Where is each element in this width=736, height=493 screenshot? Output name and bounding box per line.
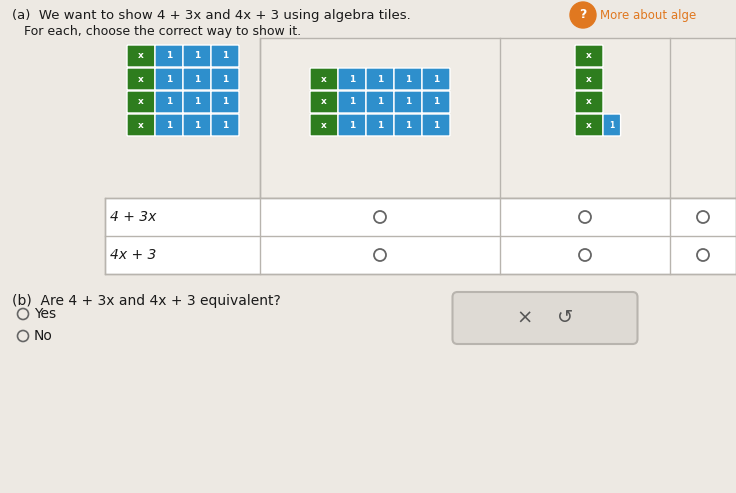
FancyBboxPatch shape — [575, 45, 603, 67]
Text: 1: 1 — [433, 98, 439, 106]
Text: 4 + 3x: 4 + 3x — [110, 210, 156, 224]
FancyBboxPatch shape — [422, 114, 450, 136]
FancyBboxPatch shape — [155, 114, 183, 136]
Text: 1: 1 — [377, 98, 383, 106]
Text: ↺: ↺ — [557, 309, 573, 327]
Text: 1: 1 — [349, 120, 355, 130]
Text: x: x — [586, 120, 592, 130]
FancyBboxPatch shape — [183, 68, 211, 90]
FancyBboxPatch shape — [127, 114, 155, 136]
FancyBboxPatch shape — [310, 91, 338, 113]
FancyBboxPatch shape — [422, 68, 450, 90]
Text: 1: 1 — [166, 98, 172, 106]
FancyBboxPatch shape — [127, 91, 155, 113]
FancyBboxPatch shape — [211, 114, 239, 136]
Text: (a)  We want to show 4 + 3x and 4x + 3 using algebra tiles.: (a) We want to show 4 + 3x and 4x + 3 us… — [12, 9, 411, 22]
Text: 1: 1 — [222, 74, 228, 83]
Text: 1: 1 — [349, 98, 355, 106]
Text: More about alge: More about alge — [600, 8, 696, 22]
FancyBboxPatch shape — [394, 114, 422, 136]
FancyBboxPatch shape — [338, 68, 366, 90]
FancyBboxPatch shape — [366, 68, 394, 90]
FancyBboxPatch shape — [183, 114, 211, 136]
FancyBboxPatch shape — [310, 68, 338, 90]
FancyBboxPatch shape — [394, 68, 422, 90]
FancyBboxPatch shape — [453, 292, 637, 344]
FancyBboxPatch shape — [338, 114, 366, 136]
Bar — [105, 198, 736, 274]
Text: x: x — [321, 120, 327, 130]
FancyBboxPatch shape — [183, 45, 211, 67]
Text: ?: ? — [579, 8, 587, 22]
FancyBboxPatch shape — [366, 114, 394, 136]
Text: For each, choose the correct way to show it.: For each, choose the correct way to show… — [24, 25, 301, 38]
FancyBboxPatch shape — [366, 91, 394, 113]
Text: x: x — [138, 120, 144, 130]
FancyBboxPatch shape — [155, 91, 183, 113]
FancyBboxPatch shape — [394, 91, 422, 113]
FancyBboxPatch shape — [575, 114, 603, 136]
Text: 1: 1 — [405, 120, 411, 130]
FancyBboxPatch shape — [575, 68, 603, 90]
Text: 1: 1 — [222, 120, 228, 130]
Text: 1: 1 — [194, 74, 200, 83]
Text: 1: 1 — [377, 74, 383, 83]
Text: 1: 1 — [166, 51, 172, 61]
FancyBboxPatch shape — [211, 45, 239, 67]
Text: x: x — [138, 98, 144, 106]
Text: 1: 1 — [222, 98, 228, 106]
Text: 1: 1 — [405, 74, 411, 83]
Text: 1: 1 — [349, 74, 355, 83]
Text: 1: 1 — [222, 51, 228, 61]
Text: 1: 1 — [609, 120, 615, 130]
Text: 1: 1 — [194, 120, 200, 130]
Text: x: x — [321, 98, 327, 106]
FancyBboxPatch shape — [422, 91, 450, 113]
Text: (b)  Are 4 + 3x and 4x + 3 equivalent?: (b) Are 4 + 3x and 4x + 3 equivalent? — [12, 294, 280, 308]
Text: 1: 1 — [194, 98, 200, 106]
FancyBboxPatch shape — [127, 45, 155, 67]
Text: x: x — [138, 51, 144, 61]
Text: 1: 1 — [433, 74, 439, 83]
Text: 1: 1 — [377, 120, 383, 130]
Text: 1: 1 — [405, 98, 411, 106]
Text: ×: × — [517, 309, 533, 327]
Text: 4x + 3: 4x + 3 — [110, 248, 156, 262]
Circle shape — [570, 2, 596, 28]
Text: x: x — [138, 74, 144, 83]
FancyBboxPatch shape — [127, 68, 155, 90]
Bar — [260, 38, 736, 198]
FancyBboxPatch shape — [155, 68, 183, 90]
Text: x: x — [321, 74, 327, 83]
FancyBboxPatch shape — [211, 68, 239, 90]
Text: No: No — [34, 329, 53, 343]
Text: 1: 1 — [166, 120, 172, 130]
FancyBboxPatch shape — [575, 91, 603, 113]
Text: Yes: Yes — [34, 307, 56, 321]
FancyBboxPatch shape — [603, 114, 620, 136]
FancyBboxPatch shape — [338, 91, 366, 113]
Text: 1: 1 — [194, 51, 200, 61]
FancyBboxPatch shape — [183, 91, 211, 113]
FancyBboxPatch shape — [211, 91, 239, 113]
Text: x: x — [586, 98, 592, 106]
FancyBboxPatch shape — [155, 45, 183, 67]
Text: 1: 1 — [166, 74, 172, 83]
Text: 1: 1 — [433, 120, 439, 130]
Text: x: x — [586, 74, 592, 83]
Text: x: x — [586, 51, 592, 61]
FancyBboxPatch shape — [310, 114, 338, 136]
